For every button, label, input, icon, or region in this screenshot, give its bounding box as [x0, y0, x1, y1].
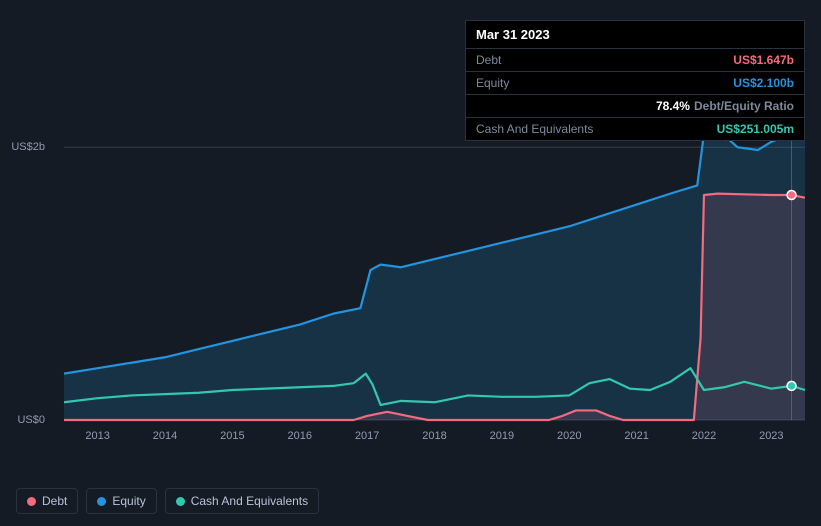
legend-label: Cash And Equivalents	[191, 494, 308, 508]
y-tick-label: US$2b	[5, 141, 45, 153]
x-tick-label: 2019	[490, 430, 514, 442]
tooltip-date: Mar 31 2023	[466, 21, 804, 48]
area-equity	[64, 130, 805, 420]
x-tick-label: 2014	[153, 430, 177, 442]
tooltip-row-label: Equity	[476, 76, 509, 90]
legend-swatch	[97, 497, 106, 506]
tooltip-row: Cash And Equivalents US$251.005m	[466, 117, 804, 140]
x-tick-label: 2015	[220, 430, 244, 442]
chart-svg	[16, 120, 805, 440]
legend-item-equity[interactable]: Equity	[86, 488, 156, 514]
tooltip-row-value: US$2.100b	[733, 76, 794, 90]
marker-debt	[787, 191, 796, 200]
legend-label: Equity	[112, 494, 145, 508]
legend-swatch	[27, 497, 36, 506]
legend-item-debt[interactable]: Debt	[16, 488, 78, 514]
x-tick-label: 2021	[624, 430, 648, 442]
tooltip-row-value: US$1.647b	[733, 53, 794, 67]
tooltip-row: Equity US$2.100b	[466, 71, 804, 94]
tooltip-row: Debt US$1.647b	[466, 48, 804, 71]
x-tick-label: 2022	[692, 430, 716, 442]
x-tick-label: 2016	[288, 430, 312, 442]
legend-item-cash[interactable]: Cash And Equivalents	[165, 488, 319, 514]
legend-swatch	[176, 497, 185, 506]
tooltip: Mar 31 2023 Debt US$1.647b Equity US$2.100b…	[465, 20, 805, 141]
chart-area[interactable]: US$0US$2b 201320142015201620172018201920…	[16, 120, 805, 475]
x-tick-label: 2017	[355, 430, 379, 442]
marker-cash	[787, 381, 796, 390]
tooltip-row-value: US$251.005m	[717, 122, 794, 136]
x-tick-label: 2013	[85, 430, 109, 442]
tooltip-row-label: Debt	[476, 53, 501, 67]
tooltip-row-label: Cash And Equivalents	[476, 122, 593, 136]
legend-label: Debt	[42, 494, 67, 508]
legend: Debt Equity Cash And Equivalents	[16, 488, 319, 514]
x-tick-label: 2018	[422, 430, 446, 442]
x-tick-label: 2020	[557, 430, 581, 442]
tooltip-row: 78.4%Debt/Equity Ratio	[466, 94, 804, 117]
y-tick-label: US$0	[5, 414, 45, 426]
tooltip-rows: Debt US$1.647b Equity US$2.100b 78.4%Debt/Eq…	[466, 48, 804, 140]
x-tick-label: 2023	[759, 430, 783, 442]
tooltip-row-value: 78.4%Debt/Equity Ratio	[656, 99, 794, 113]
